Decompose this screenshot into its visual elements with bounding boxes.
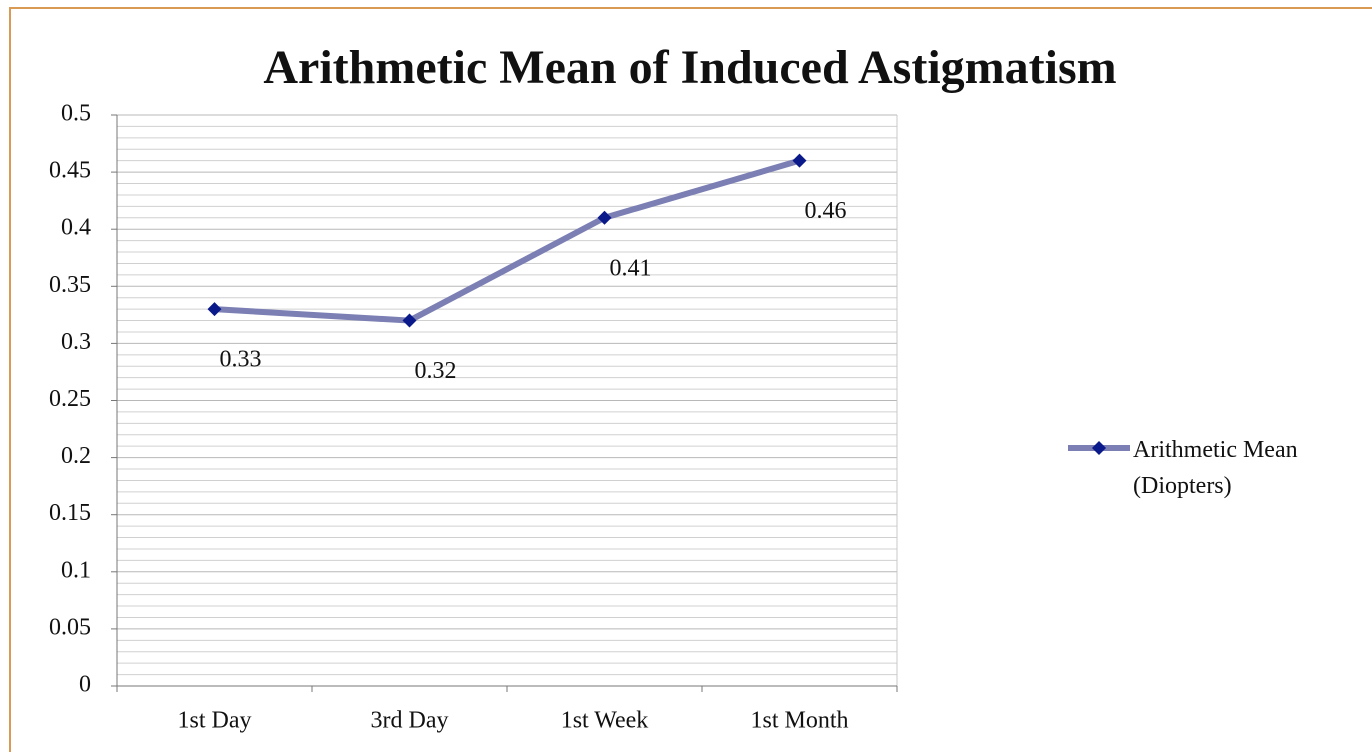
y-tick-label: 0.2 [61,443,91,469]
marker [597,210,612,225]
frame [9,7,1372,752]
x-tick-label: 3rd Day [371,708,449,734]
y-tick-label: 0.45 [49,158,91,184]
marker [402,313,417,328]
legend-label: Arithmetic Mean (Diopters) [1133,437,1298,499]
y-tick-label: 0.5 [61,101,91,127]
y-tick-label: 0.25 [49,386,91,412]
marker [792,153,807,168]
marker [207,302,222,317]
y-tick-label: 0.3 [61,329,91,355]
y-tick-label: 0.15 [49,500,91,526]
series-line [214,157,801,324]
y-tick-label: 0.35 [49,272,91,298]
x-tick-label: 1st Week [561,708,649,734]
y-tick-label: 0.4 [61,215,91,241]
y-tick-label: 0.05 [49,614,91,640]
data-label: 0.46 [805,198,847,224]
data-label: 0.33 [220,347,262,373]
y-tick-label: 0 [79,672,91,698]
y-tick-label: 0.1 [61,557,91,583]
data-label: 0.32 [415,358,457,384]
x-tick-label: 1st Month [750,708,848,734]
x-tick-label: 1st Day [178,708,252,734]
legend-marker [1092,441,1106,455]
data-label: 0.41 [610,255,652,281]
chart-title: Arithmetic Mean of Induced Astigmatism [263,41,1116,94]
